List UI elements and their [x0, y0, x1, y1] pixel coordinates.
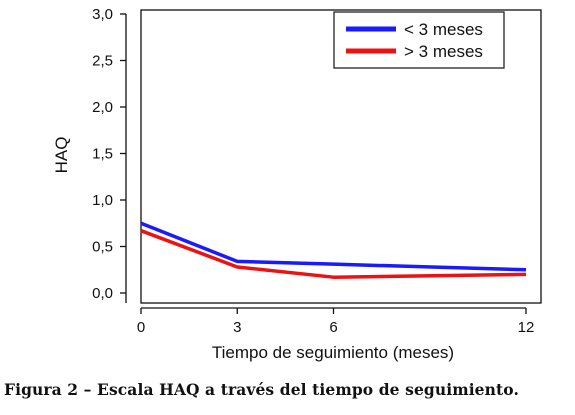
y-tick-label: 3,0: [92, 6, 113, 23]
y-tick-label: 1,5: [92, 146, 113, 163]
y-tick-label: 2,0: [92, 99, 113, 116]
x-tick-label: 12: [518, 319, 535, 336]
y-ticks: 0,0 0,5 1,0 1,5 2,0 2,5 3,0: [92, 6, 126, 302]
legend-box: [333, 11, 505, 69]
y-tick-label: 0,5: [92, 239, 113, 256]
x-tick-label: 3: [233, 319, 241, 336]
figure-caption: Figura 2 – Escala HAQ a través del tiemp…: [4, 380, 519, 399]
plot-box: [140, 9, 542, 304]
series-line-1: [140, 221, 527, 272]
x-axis-title: Tiempo de seguimiento (meses): [212, 343, 454, 362]
x-ticks: 0 3 6 12: [137, 308, 535, 336]
legend-label-series-1: < 3 meses: [404, 20, 483, 39]
y-tick-label: 2,5: [92, 53, 113, 70]
chart: 0,0 0,5 1,0 1,5 2,0 2,5 3,0 0 3 6 12 HAQ Tiempo d…: [52, 6, 542, 362]
x-tick-label: 0: [137, 319, 145, 336]
series-lines: [140, 221, 527, 279]
y-axis-title: HAQ: [52, 137, 71, 174]
y-tick-label: 1,0: [92, 192, 113, 209]
y-tick-label: 0,0: [92, 285, 113, 302]
series-line-2: [140, 229, 527, 279]
legend-label-series-2: > 3 meses: [404, 42, 483, 61]
legend: < 3 meses > 3 meses: [333, 11, 505, 69]
x-tick-label: 6: [329, 319, 337, 336]
